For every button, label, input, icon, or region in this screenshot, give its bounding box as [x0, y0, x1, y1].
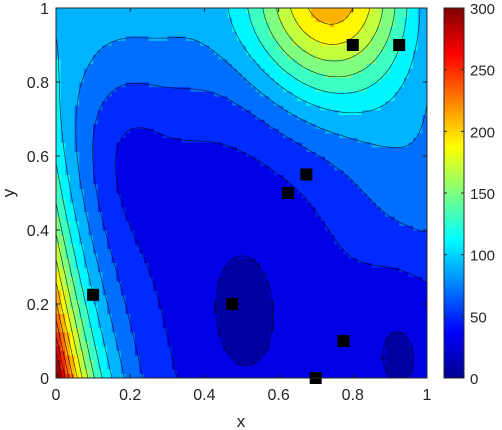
plot-frame: [55, 7, 428, 379]
colorbar-tick-label: 300: [470, 1, 495, 18]
sample-point-7: [346, 39, 359, 51]
x-tick-label: 0: [52, 387, 61, 404]
sample-point-2: [226, 298, 239, 310]
contour-fill: [56, 8, 427, 378]
x-tick-label: 0.4: [193, 387, 215, 404]
x-axis-ticks: 0 0.2 0.4 0.6 0.8 1: [52, 8, 432, 404]
y-tick-label: 0.8: [27, 75, 49, 92]
sample-points: [87, 39, 406, 384]
y-tick-label: 0: [40, 371, 49, 388]
y-tick-label: 1: [40, 1, 49, 18]
x-tick-label: 1: [423, 387, 432, 404]
y-axis-label: y: [0, 188, 18, 197]
colorbar-ticks: 0 50 100 150 200 250 300: [444, 1, 495, 388]
colorbar-tick-label: 100: [470, 248, 495, 265]
y-tick-label: 0.4: [27, 223, 49, 240]
x-tick-label: 0.8: [342, 387, 364, 404]
x-axis-label: x: [237, 412, 246, 430]
sample-point-4: [300, 168, 313, 181]
colorbar-tick-label: 250: [470, 63, 495, 80]
plot-area: 0 0.2 0.4 0.6 0.8 1 0 0.2 0.4 0.6 0.8 1 x y: [0, 1, 432, 430]
colorbar: 0 50 100 150 200 250 300: [443, 1, 495, 388]
y-axis-ticks: 0 0.2 0.4 0.6 0.8 1: [27, 1, 427, 388]
sample-point-6: [337, 335, 350, 347]
colorbar-tick-label: 200: [470, 124, 495, 141]
y-tick-label: 0.2: [27, 297, 49, 314]
x-tick-label: 0.2: [119, 387, 141, 404]
sample-point-1: [87, 288, 100, 301]
y-tick-label: 0.6: [27, 149, 49, 166]
colorbar-tick-label: 0: [470, 371, 478, 388]
x-tick-label: 0.6: [267, 387, 289, 404]
contour-line-set: [56, 8, 427, 378]
colorbar-tick-label: 150: [470, 186, 495, 203]
colorbar-tick-label: 50: [470, 309, 487, 326]
colorbar-gradient: [444, 8, 464, 378]
sample-point-8: [393, 39, 406, 51]
sample-point-3: [281, 187, 294, 199]
contour-lines: [56, 8, 427, 378]
